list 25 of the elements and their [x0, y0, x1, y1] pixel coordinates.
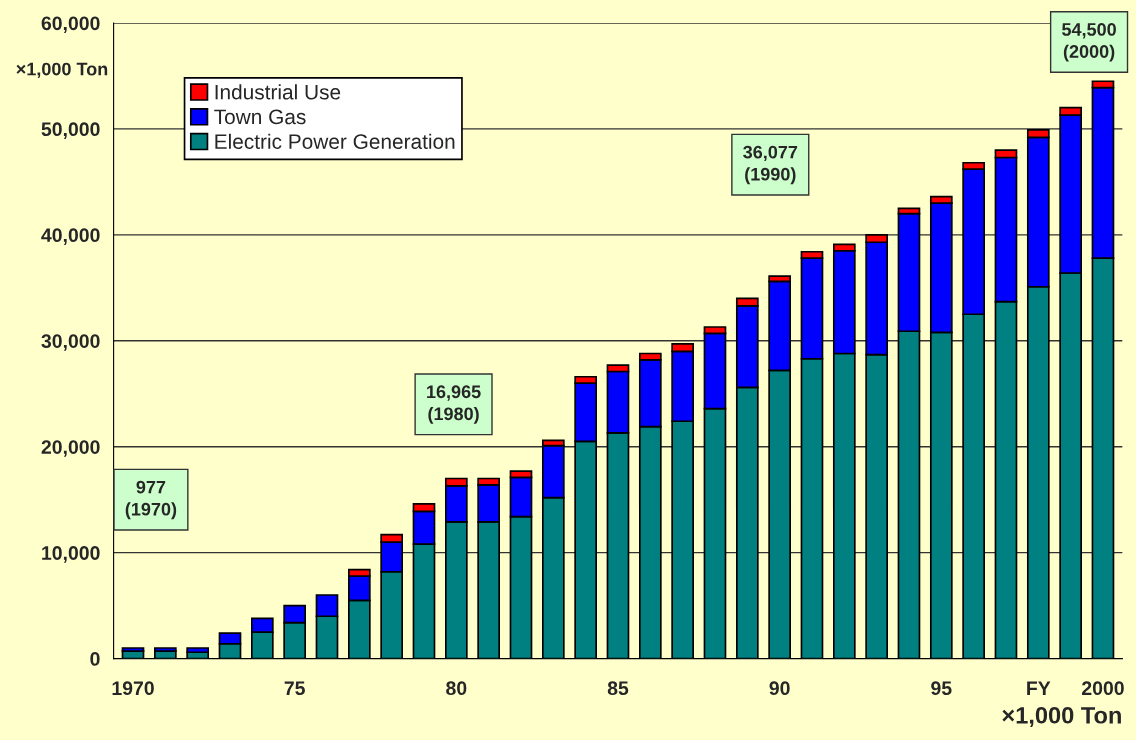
annotation: 54,500 (2000) — [1062, 23, 1116, 62]
legend-label: Industrial Use — [215, 84, 341, 100]
annotation: 16,965 (1980) — [427, 385, 481, 424]
y-tick-label: 60,000 — [41, 16, 100, 33]
y-tick-label: 20,000 — [41, 440, 100, 457]
y-axis-title: ×1,000 Ton — [16, 62, 108, 79]
x-tick-label: 95 — [931, 681, 952, 696]
x-tick-label: 85 — [607, 681, 629, 696]
x-tick-label: 75 — [284, 681, 305, 696]
annotation: 977 (1970) — [125, 480, 177, 520]
y-tick-label: 10,000 — [42, 546, 100, 563]
y-tick-label: 40,000 — [41, 228, 100, 245]
x-tick-label: FY — [1027, 681, 1051, 695]
annotation: 36,077 (1990) — [743, 145, 798, 185]
legend-label: Town Gas — [214, 109, 306, 125]
legend-label: Electric Power Generation — [215, 133, 455, 149]
y-tick-label: 50,000 — [41, 122, 100, 139]
x-tick-label: 2000 — [1082, 681, 1124, 696]
y-tick-label: 0 — [90, 652, 100, 666]
x-tick-label: 1970 — [112, 681, 154, 696]
x-axis-title: ×1,000 Ton — [1002, 706, 1121, 728]
x-tick-label: 80 — [446, 681, 467, 696]
x-tick-label: 90 — [769, 681, 790, 696]
y-tick-label: 30,000 — [41, 334, 100, 351]
bar — [186, 647, 210, 654]
